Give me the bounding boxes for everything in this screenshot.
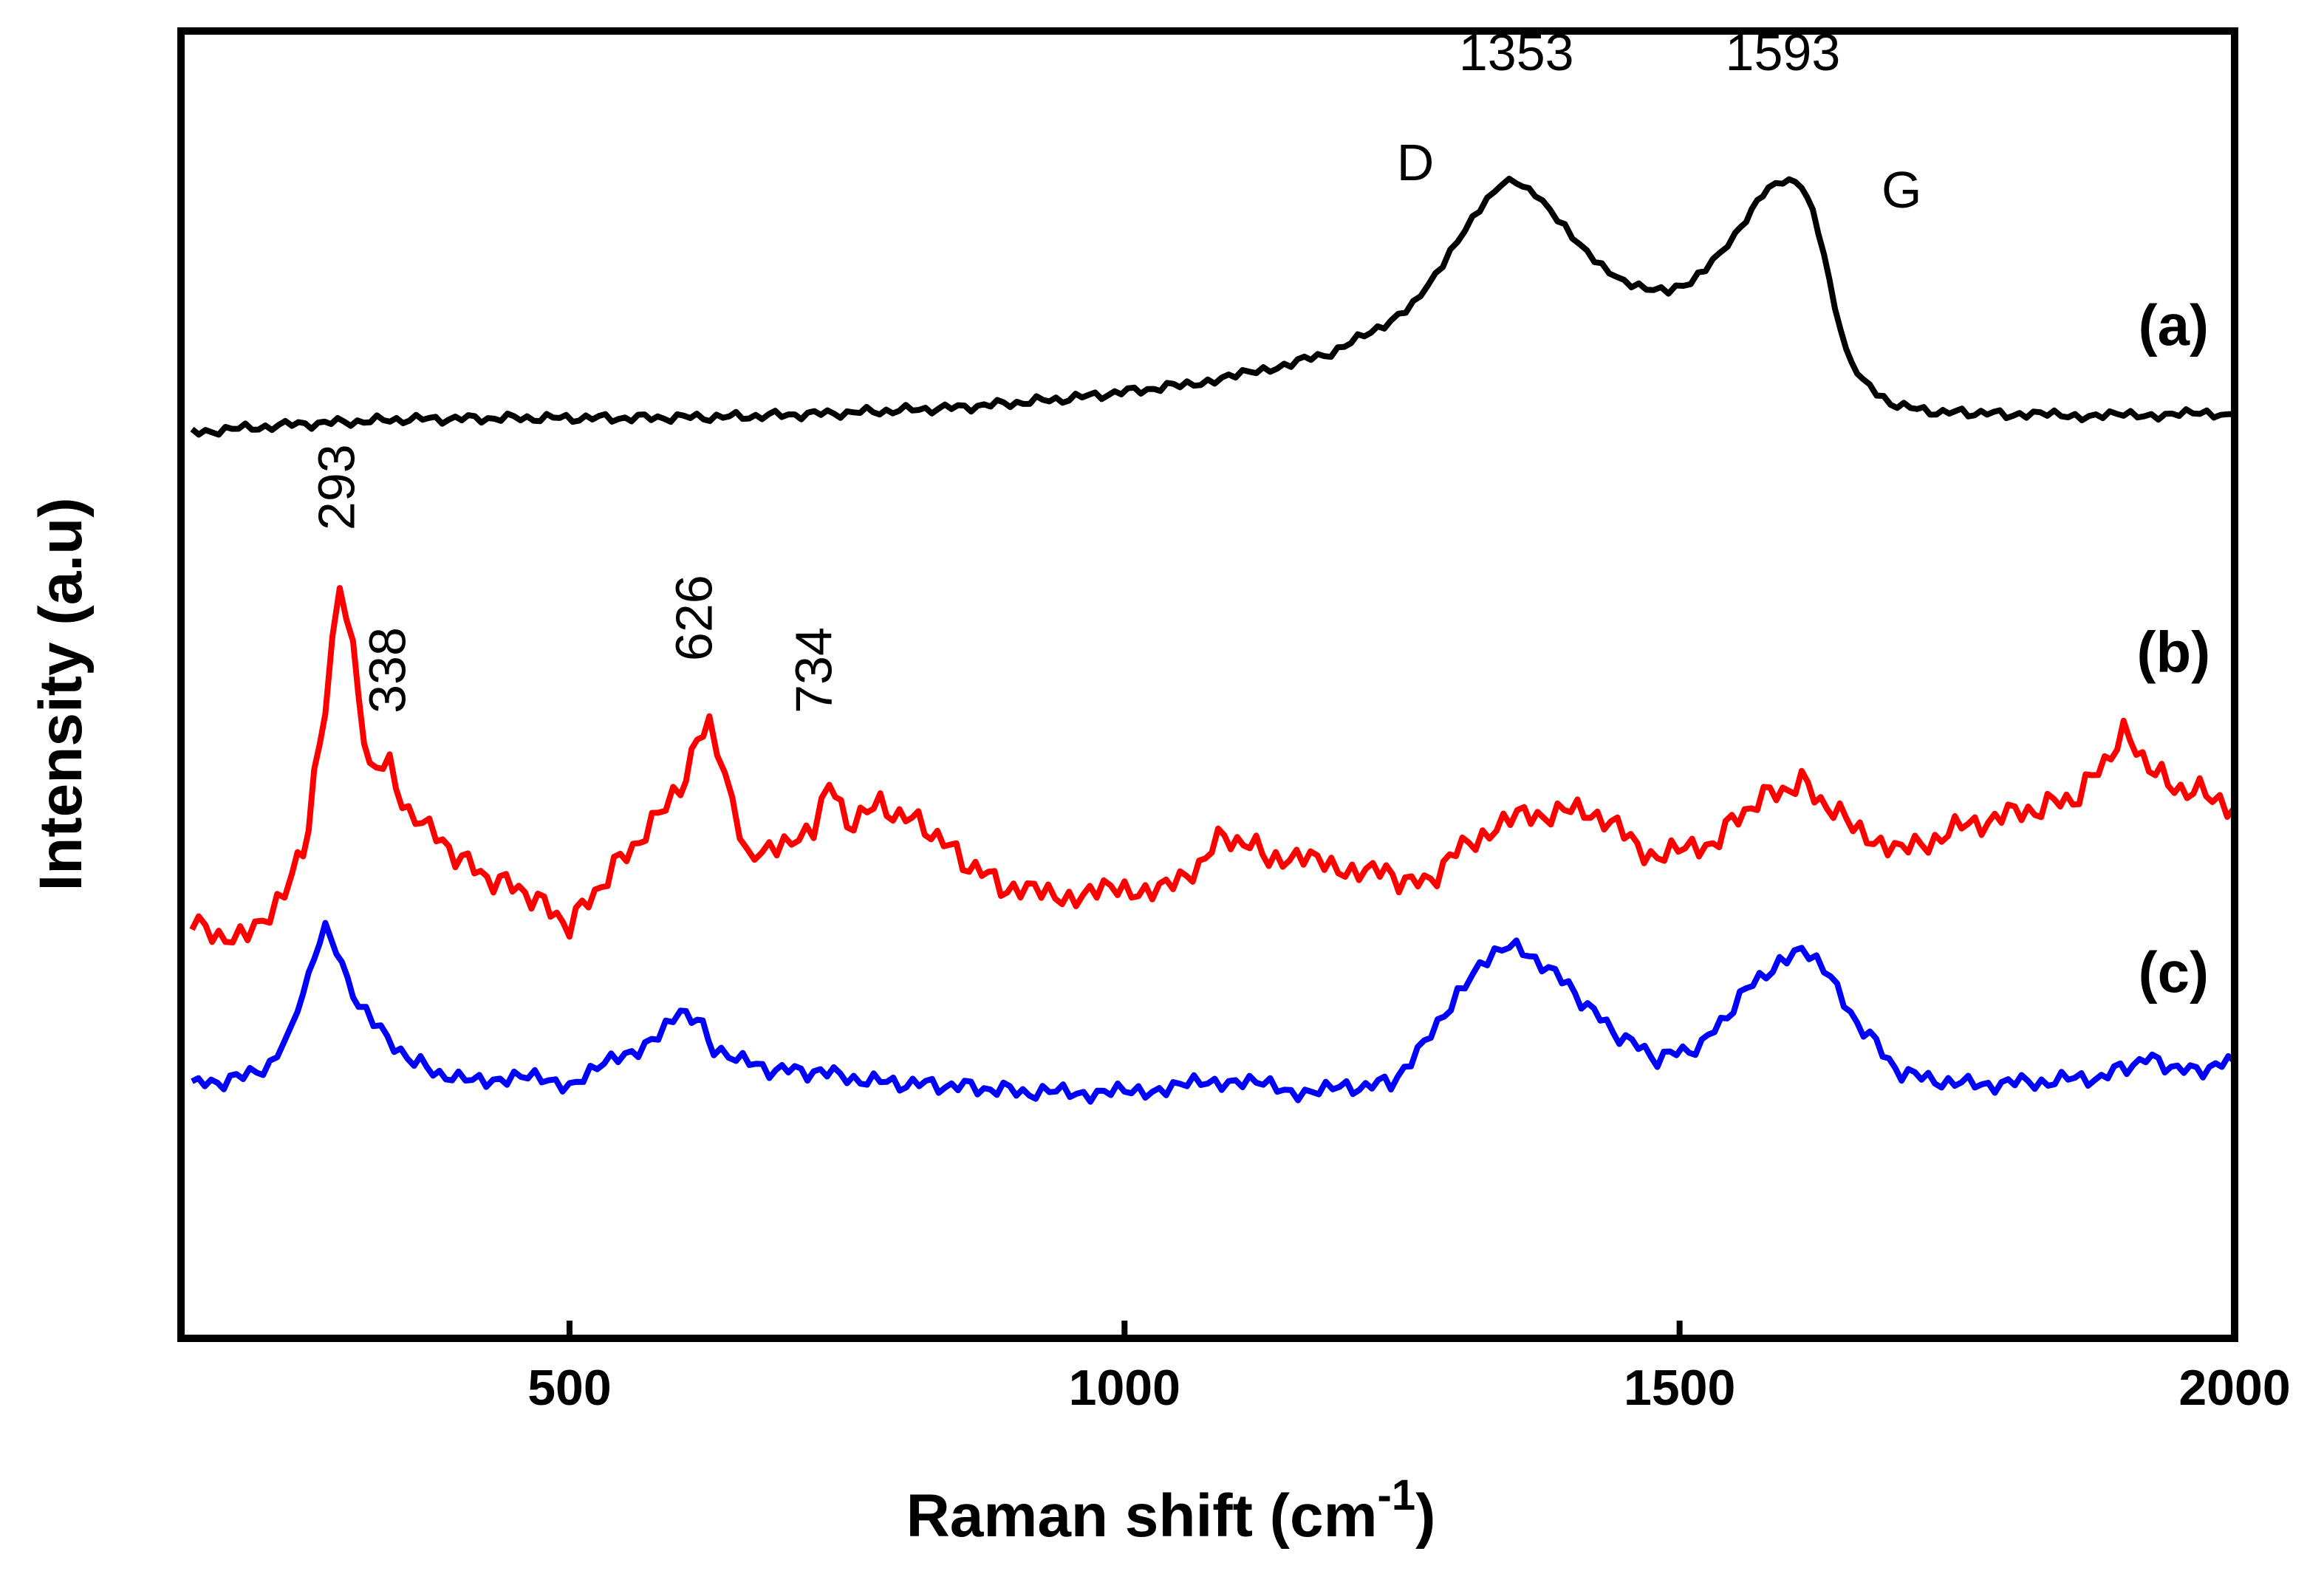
series-label: (a) bbox=[2139, 292, 2209, 357]
series-line-c bbox=[191, 920, 2237, 1105]
series-line-a bbox=[190, 175, 2235, 438]
peak-annotation: 626 bbox=[665, 575, 722, 661]
peak-annotation: 1353 bbox=[1459, 24, 1574, 81]
series-line-b bbox=[189, 585, 2238, 945]
peak-annotation: 734 bbox=[785, 627, 843, 713]
peak-annotation: G bbox=[1882, 161, 1921, 219]
x-axis-title-main: Raman shift (cm bbox=[906, 1482, 1378, 1550]
series-label: (b) bbox=[2137, 619, 2211, 684]
peak-annotation: 338 bbox=[359, 627, 417, 713]
plot-frame bbox=[177, 27, 2238, 1342]
peak-annotation: D bbox=[1397, 134, 1435, 191]
peak-annotation: 293 bbox=[307, 444, 365, 530]
x-tick-label: 2000 bbox=[2178, 1360, 2290, 1416]
x-axis-title-superscript: -1 bbox=[1378, 1471, 1416, 1519]
x-tick-label: 1000 bbox=[1069, 1360, 1180, 1416]
series-labels: (a) (b) (c) bbox=[2137, 292, 2211, 1004]
plot-lines bbox=[189, 175, 2238, 1105]
y-axis-title: Intensity (a.u) bbox=[27, 497, 95, 891]
series-label: (c) bbox=[2139, 939, 2209, 1004]
x-tick-label: 500 bbox=[527, 1360, 611, 1416]
x-axis-title-close: ) bbox=[1415, 1482, 1435, 1550]
x-tick-label: 1500 bbox=[1624, 1360, 1735, 1416]
peak-annotation: 1593 bbox=[1726, 24, 1841, 81]
peak-annotations: 1353 1593 D G 293 338 626 734 bbox=[307, 24, 1921, 713]
x-ticks: 500 1000 1500 2000 bbox=[527, 1321, 2291, 1416]
x-axis-title: Raman shift (cm-1) bbox=[906, 1471, 1436, 1550]
